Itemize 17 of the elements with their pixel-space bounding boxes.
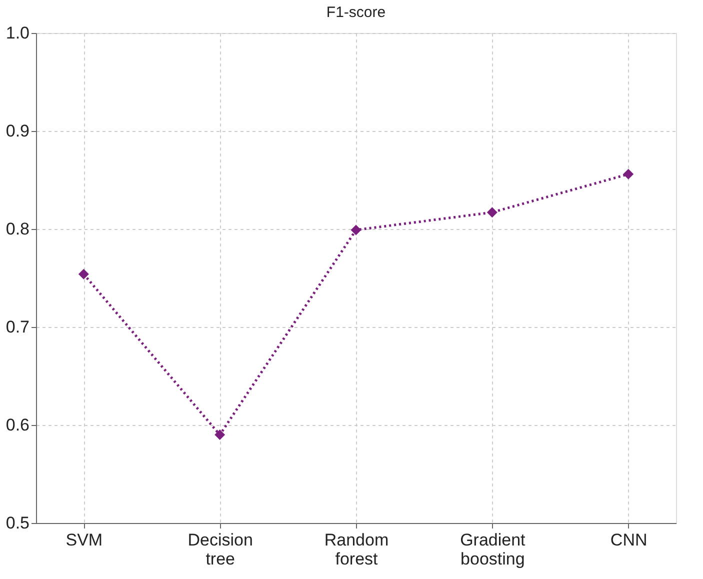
y-tick-label: 0.9 (6, 122, 30, 140)
y-tick-label: 0.7 (6, 318, 30, 336)
x-tick-label: Random forest (324, 530, 389, 568)
point (486, 207, 498, 218)
x-tick-label: SVM (66, 530, 103, 550)
y-tick-label: 0.5 (6, 514, 30, 532)
y-tick-label: 1.0 (6, 24, 30, 42)
point (214, 430, 226, 440)
point (78, 268, 89, 280)
x-tick-label: Decision tree (188, 530, 253, 568)
chart-title: F1-score (326, 4, 386, 21)
x-tick-label: CNN (610, 530, 648, 550)
y-tick-label: 0.6 (6, 416, 30, 434)
y-tick-label: 0.8 (6, 220, 30, 238)
x-tick-label: Gradient boosting (460, 530, 526, 568)
point (350, 224, 362, 236)
point (623, 168, 634, 180)
